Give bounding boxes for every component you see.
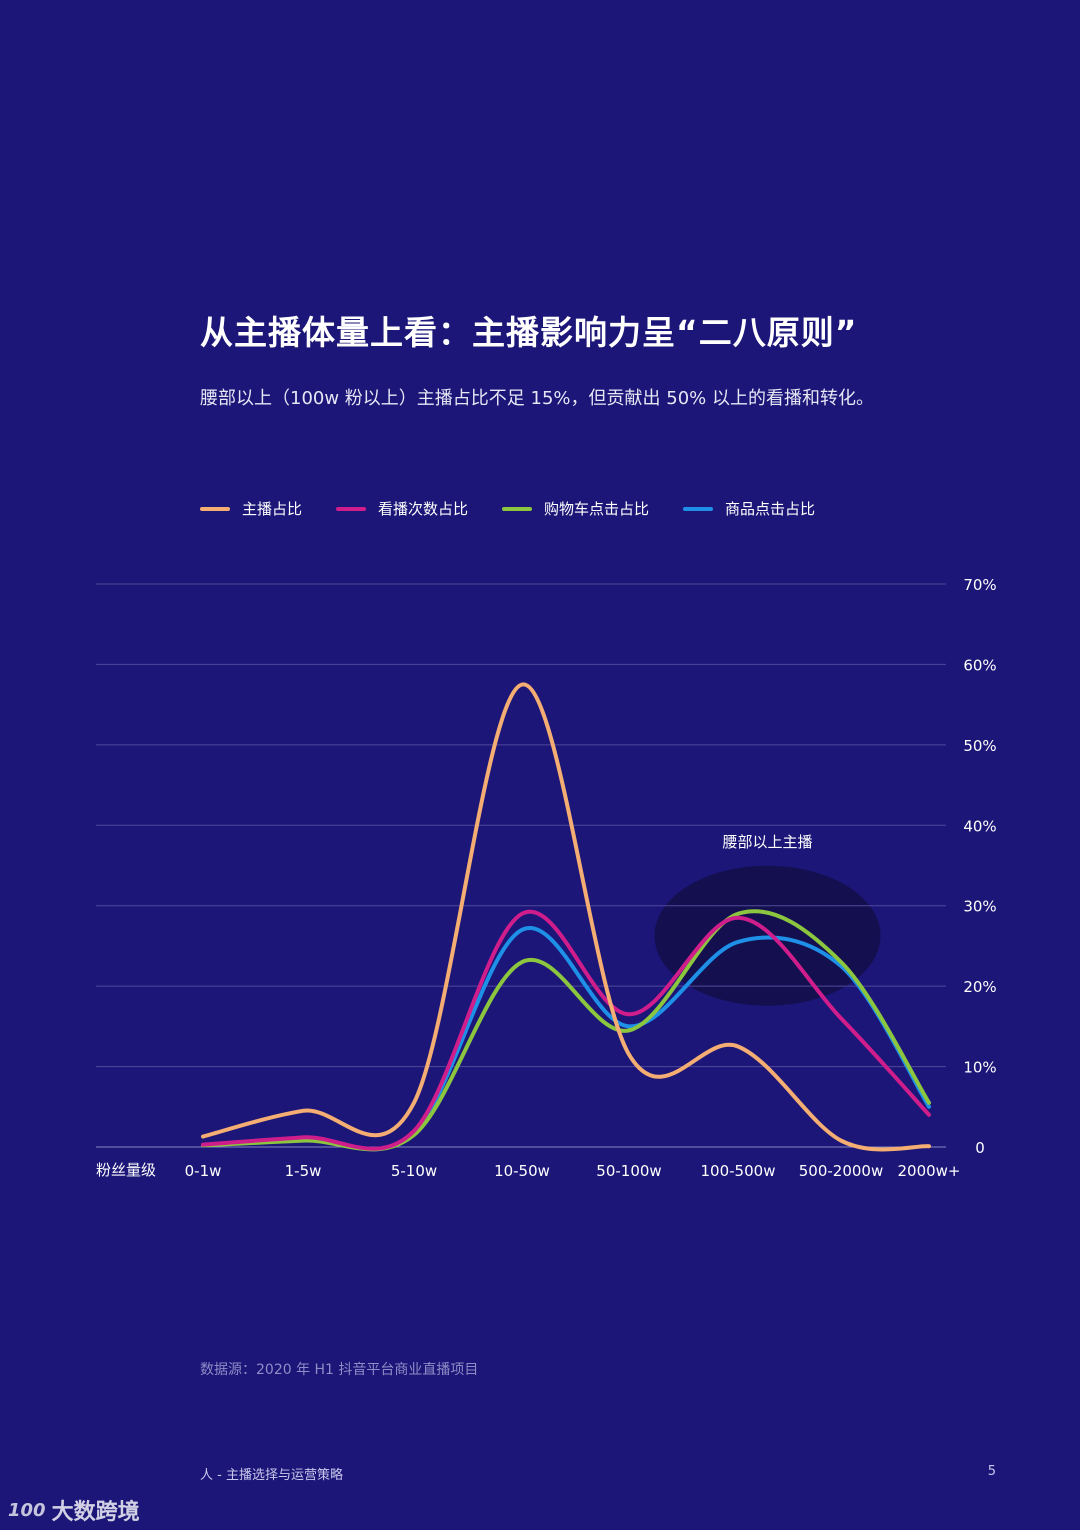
x-tick-label: 0-1w xyxy=(185,1162,222,1180)
x-tick-label: 500-2000w xyxy=(799,1162,884,1180)
watermark-logo-icon: 100 xyxy=(8,1499,46,1521)
x-tick-label: 50-100w xyxy=(596,1162,661,1180)
data-source-note: 数据源：2020 年 H1 抖音平台商业直播项目 xyxy=(200,1362,479,1378)
legend-item: 商品点击占比 xyxy=(683,498,815,519)
y-tick-label: 60% xyxy=(963,656,996,674)
legend-swatch xyxy=(683,506,714,511)
chart-legend: 主播占比 看播次数占比 购物车点击占比 商品点击占比 xyxy=(200,498,815,519)
legend-item: 看播次数占比 xyxy=(336,498,468,519)
page-title: 从主播体量上看：主播影响力呈“二八原则” xyxy=(200,313,858,352)
legend-item: 购物车点击占比 xyxy=(502,498,649,519)
series-line xyxy=(201,909,931,1151)
x-tick-label: 2000w+ xyxy=(897,1162,960,1180)
y-tick-label: 40% xyxy=(963,817,996,835)
annotation-label: 腰部以上主播 xyxy=(722,833,812,851)
footer-section-title: 人 - 主播选择与运营策略 xyxy=(200,1468,343,1483)
legend-item: 主播占比 xyxy=(200,498,302,519)
x-axis-title: 粉丝量级 xyxy=(96,1161,156,1179)
page-subtitle: 腰部以上（100w 粉以上）主播占比不足 15%，但贡献出 50% 以上的看播和… xyxy=(200,388,874,409)
x-tick-label: 1-5w xyxy=(285,1162,322,1180)
y-tick-label: 70% xyxy=(963,576,996,594)
legend-swatch xyxy=(200,506,230,511)
legend-label: 主播占比 xyxy=(242,500,303,518)
y-tick-label: 0 xyxy=(975,1139,985,1157)
legend-label: 购物车点击占比 xyxy=(544,500,650,518)
legend-swatch xyxy=(336,506,367,511)
series-line xyxy=(201,909,931,1152)
y-tick-label: 20% xyxy=(963,978,996,996)
watermark-text: 大数跨境 xyxy=(51,1500,140,1525)
watermark: 100 大数跨境 xyxy=(8,1494,140,1526)
legend-label: 看播次数占比 xyxy=(378,500,469,518)
x-tick-label: 5-10w xyxy=(391,1162,437,1180)
page-number: 5 xyxy=(987,1464,996,1479)
y-tick-label: 50% xyxy=(963,737,996,755)
y-tick-label: 30% xyxy=(963,898,996,916)
series-line xyxy=(201,682,931,1152)
legend-swatch xyxy=(502,506,533,511)
y-tick-label: 10% xyxy=(963,1059,996,1077)
legend-label: 商品点击占比 xyxy=(725,500,816,518)
line-chart: 0 10% 20% 30% 40% 50% 60% 70% 粉丝量级 0-1w 1-5w 5-10w 1… xyxy=(96,576,997,1180)
x-tick-label: 10-50w xyxy=(494,1162,550,1180)
x-tick-label: 100-500w xyxy=(701,1162,776,1180)
